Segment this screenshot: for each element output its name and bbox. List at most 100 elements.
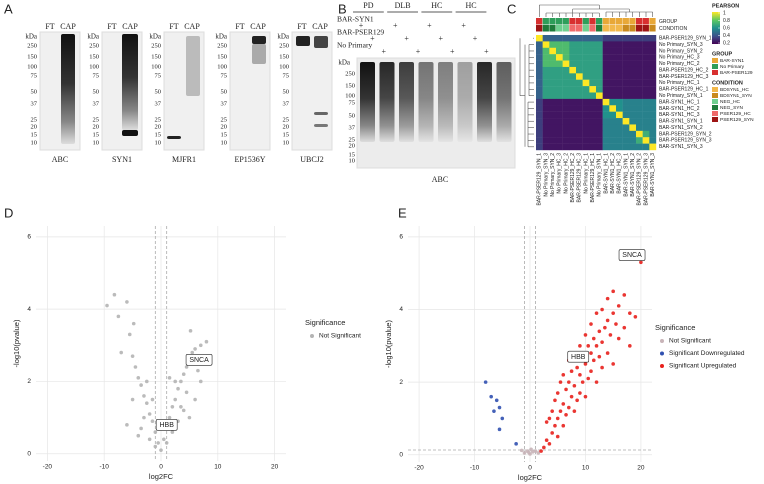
marker-label: 10 xyxy=(283,139,290,146)
lane-label: FT xyxy=(107,22,116,31)
heatmap-cell xyxy=(582,47,590,55)
heatmap-cell xyxy=(582,35,590,42)
col-label: No Primary_SYN_1 xyxy=(597,153,603,197)
legend-label: BDSYN1_SYN xyxy=(720,93,752,99)
data-point xyxy=(536,451,541,455)
condition-cell xyxy=(542,25,549,32)
heatmap-cell xyxy=(616,66,623,74)
annotation-label: SNCA xyxy=(189,357,209,364)
heatmap-cell xyxy=(642,111,650,119)
marker-label: 100 xyxy=(345,92,355,99)
marker-label: 75 xyxy=(349,99,356,106)
x-axis-title: log2FC xyxy=(149,472,174,481)
heatmap-cell xyxy=(649,41,657,48)
heatmap-cell xyxy=(636,92,643,100)
x-tick-label: 10 xyxy=(582,465,590,472)
data-point xyxy=(586,376,591,381)
heatmap-cell xyxy=(536,79,543,87)
data-point xyxy=(184,365,189,369)
marker-label: 50 xyxy=(31,88,38,95)
blot-band xyxy=(477,62,492,142)
col-label: BAR-SYN1_HC_3 xyxy=(617,153,623,194)
data-point xyxy=(561,402,566,406)
row-label: BAR-SYN1_SYN_1 xyxy=(659,119,703,125)
heatmap-cell xyxy=(556,54,563,61)
heatmap-cell xyxy=(562,105,570,112)
legend-label: No Primary xyxy=(720,64,745,70)
heatmap-cell xyxy=(596,105,603,112)
heatmap-cell xyxy=(536,130,543,138)
heatmap-cell xyxy=(556,41,563,48)
heatmap-cell xyxy=(629,79,637,87)
legend-swatch xyxy=(660,351,664,356)
heatmap-cell xyxy=(562,111,570,119)
data-point xyxy=(639,260,643,265)
plus-mark: + xyxy=(370,34,375,43)
condition-cell xyxy=(622,25,629,32)
marker-label: 50 xyxy=(349,112,356,119)
data-point xyxy=(159,448,163,452)
col-label: No Primary_HC_2 xyxy=(563,153,569,194)
heatmap-cell xyxy=(629,130,637,138)
heatmap-cell xyxy=(629,137,637,144)
data-point xyxy=(156,441,160,445)
colorbar-tick-label: 0.2 xyxy=(723,40,730,46)
data-point xyxy=(555,391,560,395)
heatmap-cell xyxy=(542,73,550,80)
heatmap-cell xyxy=(549,105,557,112)
data-point xyxy=(553,398,557,403)
heatmap-cell xyxy=(542,86,550,93)
heatmap-cell xyxy=(609,124,617,132)
data-point xyxy=(150,397,155,402)
row-label: No Primary_HC_1 xyxy=(659,80,700,86)
group-cell xyxy=(556,18,563,25)
heatmap-cell xyxy=(622,66,630,74)
heatmap-cell xyxy=(556,137,563,144)
marker-label: 15 xyxy=(283,131,290,138)
heatmap-cell xyxy=(542,124,550,132)
data-point xyxy=(193,347,197,351)
data-point xyxy=(594,344,599,348)
heatmap-cell xyxy=(549,35,557,42)
data-point xyxy=(198,379,203,384)
col-label: BAR-SYN1_SYN_1 xyxy=(623,153,629,197)
condition-cell xyxy=(602,25,609,32)
data-point xyxy=(614,322,618,326)
x-tick-label: 0 xyxy=(159,464,163,471)
annotation-label: HBB xyxy=(571,354,586,361)
heatmap-cell xyxy=(562,54,570,61)
heatmap-cell xyxy=(642,41,650,48)
heatmap-cell xyxy=(642,86,650,93)
y-tick-label: 0 xyxy=(27,450,31,457)
heatmap-cell xyxy=(582,98,590,106)
marker-label: 50 xyxy=(93,88,100,95)
heatmap-cell xyxy=(616,111,623,119)
heatmap-cell xyxy=(556,79,563,87)
heatmap-cell xyxy=(582,73,590,80)
heatmap-cell xyxy=(576,92,583,100)
row-label: BAR-PSER129_SYN_1 xyxy=(659,36,712,42)
data-point xyxy=(147,437,152,442)
heatmap-cell xyxy=(536,98,543,106)
data-point xyxy=(542,445,546,450)
heatmap-cell xyxy=(549,111,557,119)
x-tick-label: -20 xyxy=(43,464,53,471)
legend-label: PSER129_HC xyxy=(720,111,751,117)
heatmap-cell xyxy=(536,73,543,80)
heatmap-cell xyxy=(609,54,617,61)
heatmap-cell xyxy=(622,47,630,55)
heatmap-cell xyxy=(622,111,630,119)
marker-label: 37 xyxy=(349,124,356,131)
lane-label: CAP xyxy=(312,22,328,31)
data-point xyxy=(567,380,571,384)
heatmap-cell xyxy=(549,143,557,151)
marker-label: 250 xyxy=(345,70,355,77)
heatmap-cell xyxy=(562,124,570,132)
data-point xyxy=(170,430,175,434)
marker-label: 20 xyxy=(283,123,290,130)
annotation-box xyxy=(567,350,590,363)
group-cell xyxy=(542,18,549,25)
blot-band xyxy=(360,62,375,142)
legend-swatch xyxy=(712,93,718,98)
